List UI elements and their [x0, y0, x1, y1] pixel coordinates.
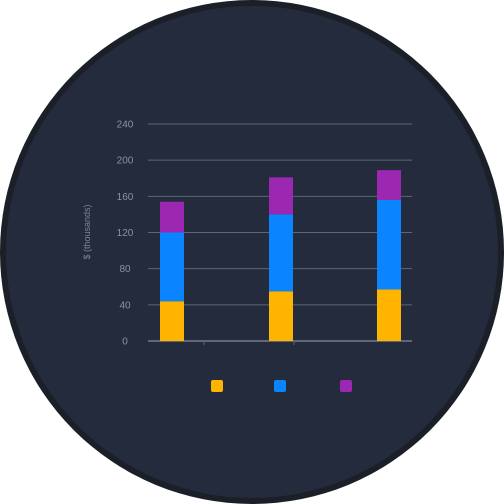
bars: [160, 170, 401, 341]
bar-segment-s2-c2: [269, 214, 293, 292]
y-tick-label-40: 40: [119, 300, 131, 311]
y-tick-label-240: 240: [117, 120, 134, 131]
y-tick-label-80: 80: [119, 264, 131, 275]
y-axis-title: $ (thousands): [82, 204, 92, 259]
y-tick-labels: 0 40 80 120 160 200 240: [117, 120, 134, 348]
bar-segment-s1-c3: [377, 289, 401, 341]
y-tick-label-120: 120: [117, 228, 134, 239]
bar-segment-s3-c2: [269, 177, 293, 215]
legend-marker-2[interactable]: [274, 380, 286, 392]
chart-card-background: [6, 6, 498, 498]
bar-segment-s2-c1: [160, 232, 184, 302]
y-tick-label-0: 0: [122, 337, 128, 348]
legend-marker-3[interactable]: [340, 380, 352, 392]
bar-segment-s3-c3: [377, 170, 401, 200]
x-axis: [203, 341, 295, 345]
y-tick-label-160: 160: [117, 192, 134, 203]
legend-marker-1[interactable]: [211, 380, 223, 392]
y-tick-label-200: 200: [117, 156, 134, 167]
bar-segment-s1-c2: [269, 291, 293, 341]
bar-segment-s1-c1: [160, 301, 184, 341]
legend[interactable]: [211, 380, 352, 392]
bar-segment-s3-c1: [160, 201, 184, 233]
bar-segment-s2-c3: [377, 199, 401, 290]
